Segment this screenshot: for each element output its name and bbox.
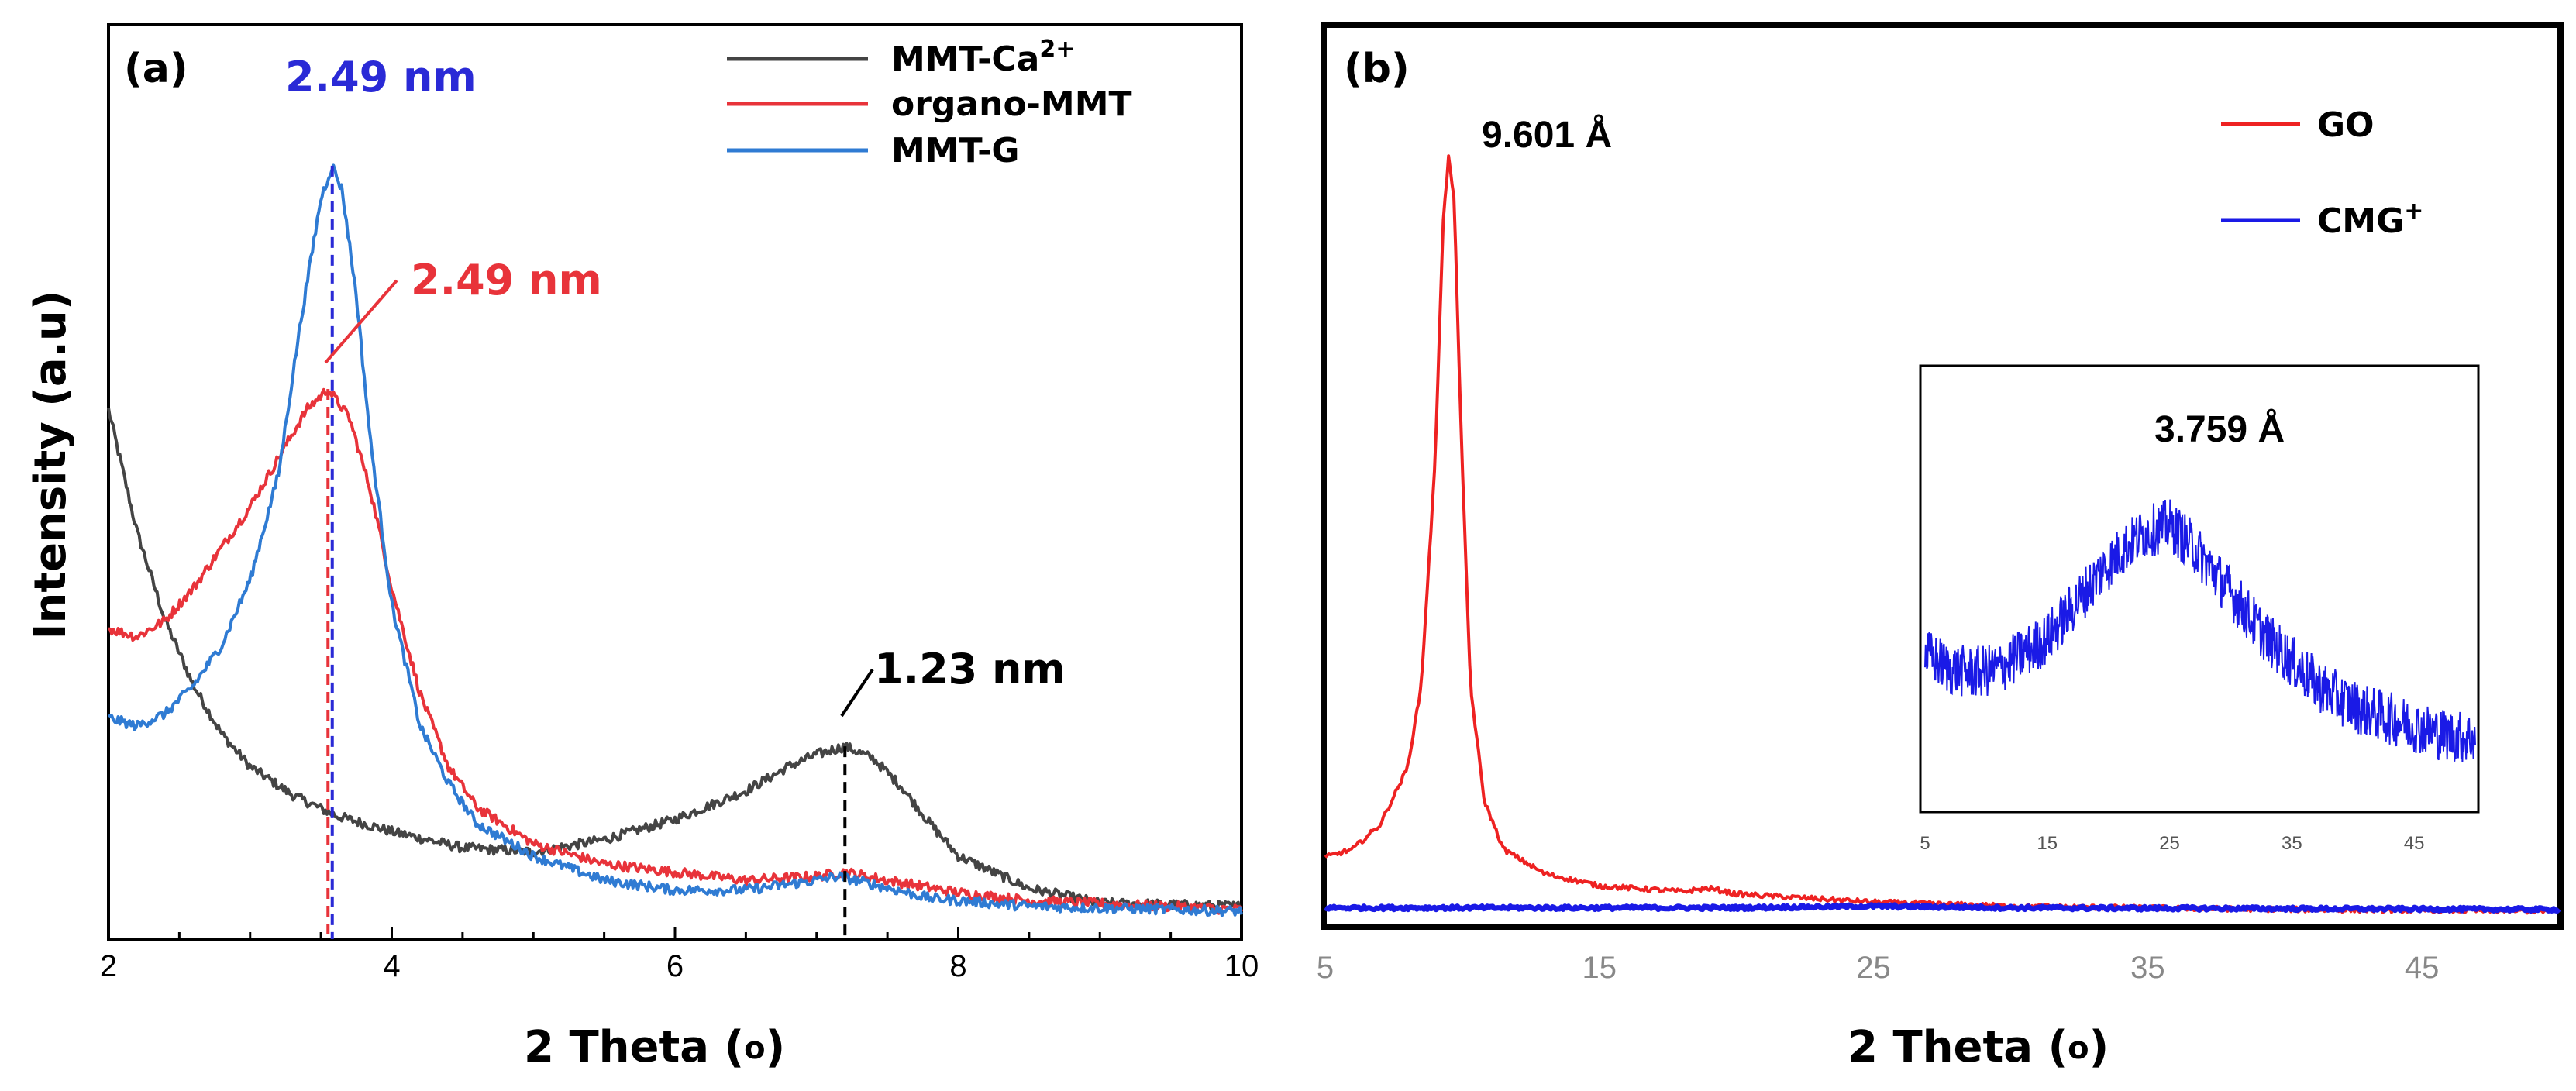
x-tick-label: 10: [1224, 949, 1259, 983]
panel-b-tag: (b): [1344, 46, 1410, 92]
x-tick-label: 5: [1317, 951, 1334, 985]
x-tick-label: 4: [383, 949, 400, 983]
red-annotation-leader: [324, 279, 398, 364]
legend-label-2: MMT-G: [891, 131, 1020, 170]
panel-b-frame: [1321, 22, 2564, 930]
panel-a-series-group: [107, 163, 1243, 917]
panel-a: 2 4 6 8 10 (a) MMT-Ca2+ organo-MMT MMT-G 2.49 …: [26, 23, 1259, 1072]
legend-label-0: MMT-Ca2+: [891, 36, 1075, 79]
series-line-b-1: [1324, 902, 2561, 914]
annotation-black-peak: 1.23 nm: [874, 645, 1066, 693]
annotation-red-peak: 2.49 nm: [411, 256, 602, 305]
panel-a-y-axis-title: Intensity (a.u): [26, 291, 76, 640]
inset-x-tick-label: 35: [2282, 833, 2302, 854]
black-annotation-leader: [840, 668, 874, 718]
series-line-a-0: [107, 407, 1242, 913]
x-tick-label: 45: [2405, 951, 2440, 985]
panel-b-legend: GO CMG+: [2221, 105, 2423, 241]
legend-label-b-1: CMG+: [2317, 198, 2423, 241]
panel-b-series-group: [1324, 154, 2561, 915]
legend-label-1: organo-MMT: [891, 84, 1132, 124]
inset-x-tick-label: 15: [2037, 833, 2058, 854]
annotation-go-peak: 9.601 Å: [1482, 114, 1612, 156]
inset-annotation: 3.759 Å: [2154, 408, 2285, 450]
series-line-a-1: [108, 387, 1243, 915]
x-tick-label: 2: [100, 949, 117, 983]
panel-a-frame: [107, 23, 1243, 941]
inset-x-tick-label: 5: [1920, 833, 1930, 854]
panel-b-ticks: 5 15 25 35 45: [1317, 951, 2439, 985]
panel-a-legend: MMT-Ca2+ organo-MMT MMT-G: [727, 36, 1132, 170]
inset-ticks: 5 15 25 35 45: [1920, 833, 2424, 854]
inset-plot: 5 15 25 35 45 3.759 Å: [1919, 364, 2480, 854]
panel-a-x-axis-title: 2 Theta (o): [524, 1022, 785, 1072]
annotation-blue-peak: 2.49 nm: [285, 53, 477, 102]
inset-series-group: [1924, 499, 2476, 762]
inset-series-line: [1924, 499, 2476, 762]
x-tick-label: 25: [1856, 951, 1891, 985]
panel-b-x-axis-title: 2 Theta (o): [1848, 1022, 2109, 1072]
x-tick-label: 8: [949, 949, 966, 983]
inset-x-tick-label: 45: [2404, 833, 2425, 854]
panel-a-tag: (a): [124, 46, 188, 92]
panel-a-guides: [326, 165, 847, 939]
x-tick-label: 6: [666, 949, 684, 983]
legend-label-b-0: GO: [2317, 105, 2375, 145]
panel-a-ticks: 2 4 6 8 10: [100, 927, 1259, 983]
series-line-a-2: [108, 163, 1243, 917]
panel-b: 5 15 25 35 45 (b) GO CMG+ 9.601 Å 5 15 25 35 45 3…: [1317, 22, 2564, 1072]
x-tick-label: 15: [1582, 951, 1617, 985]
x-tick-label: 35: [2130, 951, 2165, 985]
inset-x-tick-label: 25: [2159, 833, 2180, 854]
